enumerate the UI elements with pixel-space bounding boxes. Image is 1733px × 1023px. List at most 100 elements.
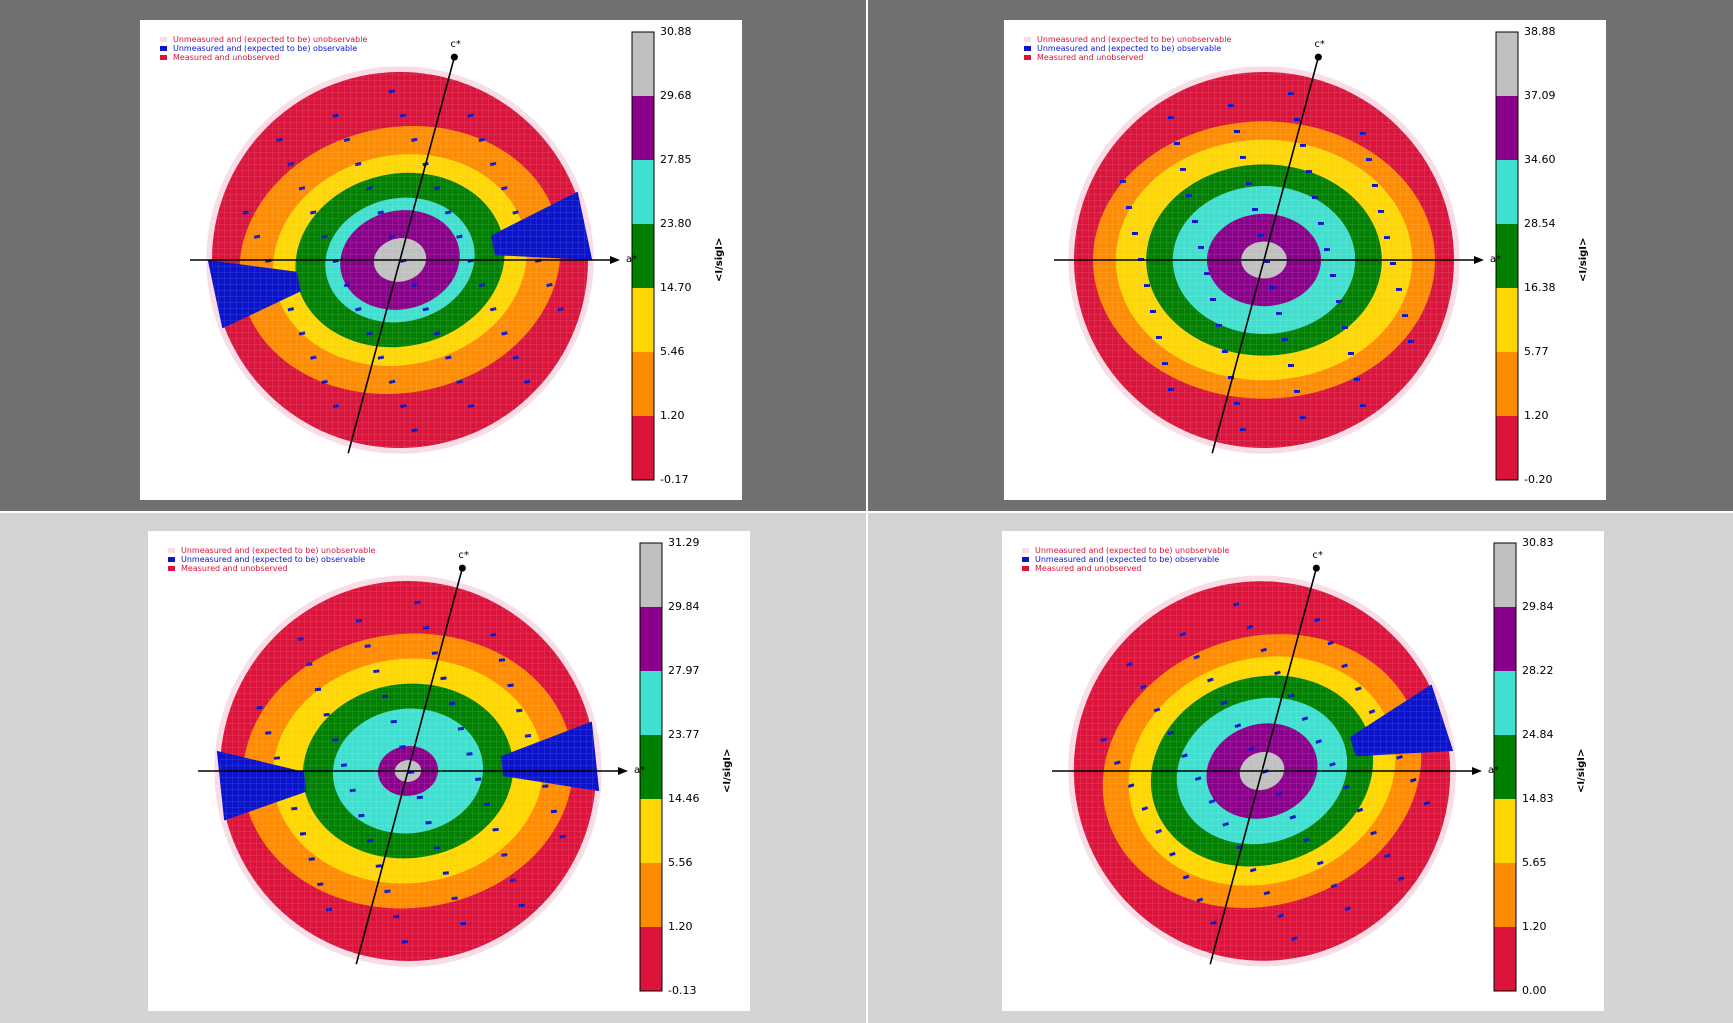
legend-swatch xyxy=(1024,46,1031,51)
colorbar-segment xyxy=(632,416,654,480)
c-star-axis xyxy=(1209,567,1318,965)
colorbar-segment xyxy=(1494,543,1516,607)
colorbar-segment xyxy=(1494,735,1516,799)
colorbar-tick-label: 23.77 xyxy=(668,728,700,741)
legend-label: Unmeasured and (expected to be) unobserv… xyxy=(1035,546,1230,555)
legend-entry: Unmeasured and (expected to be) unobserv… xyxy=(160,35,367,44)
colorbar-tick-label: 1.20 xyxy=(668,920,693,933)
plot-card: Unmeasured and (expected to be) unobserv… xyxy=(140,20,742,500)
colorbar-segment xyxy=(1496,416,1518,480)
colorbar-tick-label: 5.77 xyxy=(1524,345,1549,358)
legend-entry: Measured and unobserved xyxy=(1024,53,1143,62)
legend-swatch xyxy=(1022,557,1029,562)
reciprocal-space-plot xyxy=(190,31,655,481)
legend-label: Unmeasured and (expected to be) observab… xyxy=(1037,44,1222,53)
colorbar-tick-label: 34.60 xyxy=(1524,153,1556,166)
legend-swatch xyxy=(160,55,167,60)
a-star-arrowhead xyxy=(618,767,628,775)
colorbar-segment xyxy=(1494,863,1516,927)
c-star-label: c* xyxy=(450,39,461,51)
colorbar-segment xyxy=(640,607,662,671)
colorbar-tick-label: 1.20 xyxy=(1522,920,1547,933)
legend-entry: Unmeasured and (expected to be) unobserv… xyxy=(1022,546,1229,555)
legend-swatch xyxy=(160,46,167,51)
colorbar-tick-label: 27.85 xyxy=(660,153,692,166)
colorbar-tick-label: 0.00 xyxy=(1522,984,1547,997)
colorbar xyxy=(1493,542,1517,992)
colorbar xyxy=(639,542,663,992)
a-star-label: a* xyxy=(1488,765,1500,776)
c-star-arrowhead xyxy=(1312,564,1320,572)
legend-swatch xyxy=(168,557,175,562)
legend-label: Unmeasured and (expected to be) observab… xyxy=(173,44,358,53)
colorbar-segment xyxy=(632,96,654,160)
colorbar-tick-label: 5.56 xyxy=(668,856,693,869)
a-star-arrowhead xyxy=(610,256,620,264)
colorbar-tick-label: 14.83 xyxy=(1522,792,1554,805)
colorbar-segment xyxy=(640,735,662,799)
legend-swatch xyxy=(168,566,175,571)
colorbar-segment xyxy=(632,160,654,224)
colorbar-segment xyxy=(1496,224,1518,288)
colorbar-tick-label: 28.54 xyxy=(1524,217,1556,230)
colorbar-frame xyxy=(1495,31,1519,481)
colorbar-segment xyxy=(1496,32,1518,96)
colorbar-tick-label: 5.65 xyxy=(1522,856,1547,869)
plot-card: Unmeasured and (expected to be) unobserv… xyxy=(148,531,750,1011)
plot-card: Unmeasured and (expected to be) unobserv… xyxy=(1002,531,1604,1011)
c-star-axis xyxy=(355,567,464,965)
colorbar-segment xyxy=(632,224,654,288)
colorbar-tick-label: -0.20 xyxy=(1524,473,1553,486)
colorbar-tick-label: -0.17 xyxy=(660,473,689,486)
colorbar-tick-label: 29.68 xyxy=(660,89,692,102)
legend-swatch xyxy=(160,37,167,42)
a-star-label: a* xyxy=(626,254,638,265)
colorbar-segment xyxy=(1494,607,1516,671)
reciprocal-space-plot xyxy=(1054,31,1519,481)
colorbar-tick-label: 27.97 xyxy=(668,664,700,677)
panel-bottom-right: Unmeasured and (expected to be) unobserv… xyxy=(868,513,1733,1023)
colorbar-tick-label: 1.20 xyxy=(1524,409,1549,422)
legend-swatch xyxy=(168,548,175,553)
reciprocal-space-plot xyxy=(1052,542,1517,992)
legend-entry: Unmeasured and (expected to be) unobserv… xyxy=(1024,35,1231,44)
colorbar-tick-label: 1.20 xyxy=(660,409,685,422)
colorbar-tick-label: 30.83 xyxy=(1522,536,1554,549)
c-star-label: c* xyxy=(1314,39,1325,51)
colorbar-title: <I/sigI> xyxy=(714,237,725,282)
colorbar-tick-label: 23.80 xyxy=(660,217,692,230)
colorbar-segment xyxy=(640,543,662,607)
legend-entry: Unmeasured and (expected to be) unobserv… xyxy=(168,546,375,555)
colorbar-segment xyxy=(1494,671,1516,735)
plot-card: Unmeasured and (expected to be) unobserv… xyxy=(1004,20,1606,500)
legend-label: Measured and unobserved xyxy=(1037,53,1144,62)
colorbar-segment xyxy=(640,799,662,863)
legend-entry: Unmeasured and (expected to be) observab… xyxy=(1022,555,1219,564)
colorbar-title: <I/sigI> xyxy=(722,748,733,793)
colorbar-segment xyxy=(632,32,654,96)
reciprocal-space-plot xyxy=(198,542,663,992)
colorbar-frame xyxy=(1493,542,1517,992)
colorbar-tick-label: 29.84 xyxy=(1522,600,1554,613)
colorbar-frame xyxy=(639,542,663,992)
colorbar-tick-label: -0.13 xyxy=(668,984,697,997)
colorbar-tick-label: 37.09 xyxy=(1524,89,1556,102)
c-star-arrowhead xyxy=(450,53,458,61)
c-star-label: c* xyxy=(1312,550,1323,562)
legend-entry: Measured and unobserved xyxy=(160,53,279,62)
a-star-label: a* xyxy=(1490,254,1502,265)
colorbar-segment xyxy=(640,671,662,735)
colorbar-segment xyxy=(1494,799,1516,863)
legend-entry: Measured and unobserved xyxy=(168,564,287,573)
a-star-label: a* xyxy=(634,765,646,776)
colorbar-frame xyxy=(631,31,655,481)
colorbar-tick-label: 38.88 xyxy=(1524,25,1556,38)
legend-label: Unmeasured and (expected to be) unobserv… xyxy=(181,546,376,555)
legend-label: Unmeasured and (expected to be) observab… xyxy=(1035,555,1220,564)
colorbar xyxy=(1495,31,1519,481)
c-star-arrowhead xyxy=(1314,53,1322,61)
colorbar-segment xyxy=(1496,352,1518,416)
colorbar-tick-label: 31.29 xyxy=(668,536,700,549)
a-star-arrowhead xyxy=(1474,256,1484,264)
